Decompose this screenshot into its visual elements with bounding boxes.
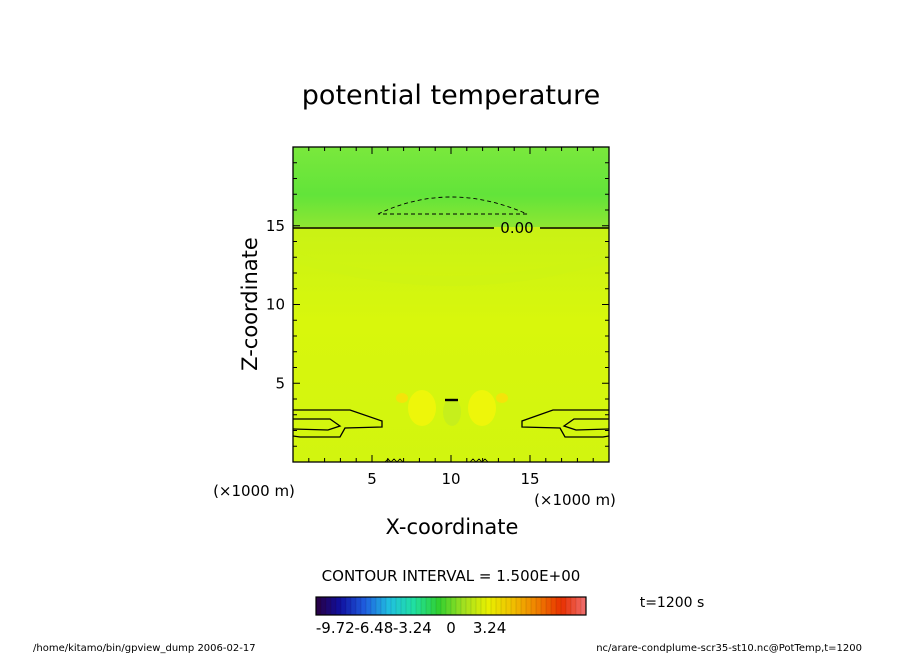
plume-core-left [408,390,436,426]
colorbar-cell [346,597,352,615]
colorbar-cell [506,597,512,615]
contour-lower-left-outer [293,409,383,438]
colorbar-cell [451,597,457,615]
colorbar-cell [341,597,347,615]
colorbar-cell [356,597,362,615]
colorbar-cell [526,597,532,615]
colorbar-cell [326,597,332,615]
contour-label-zero: 0.00 [500,219,533,237]
colorbar-cell [501,597,507,615]
colorbar-cell [406,597,412,615]
colorbar-cell [416,597,422,615]
y-tick-label: 5 [275,374,285,392]
lower-layer-fill [293,227,609,462]
colorbar-cell [426,597,432,615]
colorbar-cell [581,597,587,615]
colorbar-cell [466,597,472,615]
time-label: t=1200 s [640,595,705,611]
y-tick-label: 10 [266,296,285,314]
colorbar-cell [461,597,467,615]
y-axis-unit: (×1000 m) [213,482,295,500]
colorbar-cell [401,597,407,615]
colorbar-cell [411,597,417,615]
y-tick-labels: 5 10 15 [266,217,285,393]
colorbar-cell [556,597,562,615]
colorbar-cell [396,597,402,615]
colorbar-cell [491,597,497,615]
colorbar-cell [571,597,577,615]
colorbar-cell [446,597,452,615]
mid-plume-shading [293,252,609,286]
colorbar-cell [481,597,487,615]
colorbar-cell [471,597,477,615]
colorbar-cell [421,597,427,615]
colorbar-labels: -9.72 -6.48 -3.24 0 3.24 [316,619,506,637]
colorbar-cell [386,597,392,615]
x-axis-unit: (×1000 m) [534,491,616,509]
colorbar-cell [436,597,442,615]
footer-right: nc/arare-condplume-scr35-st10.nc@PotTemp… [596,643,862,654]
colorbar-cell [561,597,567,615]
plume-core-center [443,398,461,426]
y-tick-label: 15 [266,217,285,235]
colorbar-cell [486,597,492,615]
colorbar-cell [391,597,397,615]
colorbar-cell [546,597,552,615]
colorbar-tick-label: -3.24 [393,619,432,637]
plume-glow-right [496,393,508,403]
colorbar-cell [336,597,342,615]
x-tick-label: 10 [441,470,460,488]
colorbar-cell [456,597,462,615]
contour-lower-left-inner [293,418,342,431]
colorbar-cell [366,597,372,615]
colorbar-cell [316,597,322,615]
colorbar-cell [521,597,527,615]
colorbar-cell [551,597,557,615]
contour-lower-right-inner [562,418,609,431]
contour-interval-text: CONTOUR INTERVAL = 1.500E+00 [322,567,581,585]
contour-lower-right-outer [521,409,609,438]
y-axis-label: Z-coordinate [238,237,262,371]
x-axis-label: X-coordinate [386,515,519,539]
footer-left: /home/kitamo/bin/gpview_dump 2006-02-17 [33,643,256,654]
colorbar-cell [376,597,382,615]
x-tick-label: 15 [520,470,539,488]
colorbar-cell [531,597,537,615]
colorbar-cell [371,597,377,615]
colorbar-cell [321,597,327,615]
plume-core-right [468,390,496,426]
colorbar-tick-label: -9.72 [316,619,355,637]
colorbar-cell [536,597,542,615]
colorbar-cell [476,597,482,615]
colorbar-cell [331,597,337,615]
x-tick-label: 5 [367,470,377,488]
upper-layer-fill [293,147,609,227]
colorbar-tick-label: 0 [446,619,456,637]
plot-area [293,147,609,462]
colorbar-cell [361,597,367,615]
chart-title: potential temperature [302,80,600,111]
colorbar-cell [381,597,387,615]
colorbar-cell [566,597,572,615]
colorbar-cell [516,597,522,615]
colorbar-cell [496,597,502,615]
colorbar-cell [441,597,447,615]
plume-glow-left [396,393,408,403]
colorbar-tick-label: -6.48 [354,619,393,637]
colorbar-frame [315,596,587,616]
colorbar-tick-label: 3.24 [473,619,506,637]
colorbar-cell [541,597,547,615]
colorbar-cell [576,597,582,615]
colorbar-cell [431,597,437,615]
colorbar-cell [511,597,517,615]
colorbar [315,597,587,615]
x-tick-labels: 5 10 15 [367,470,539,488]
colorbar-cell [351,597,357,615]
axis-ticks [293,147,609,462]
